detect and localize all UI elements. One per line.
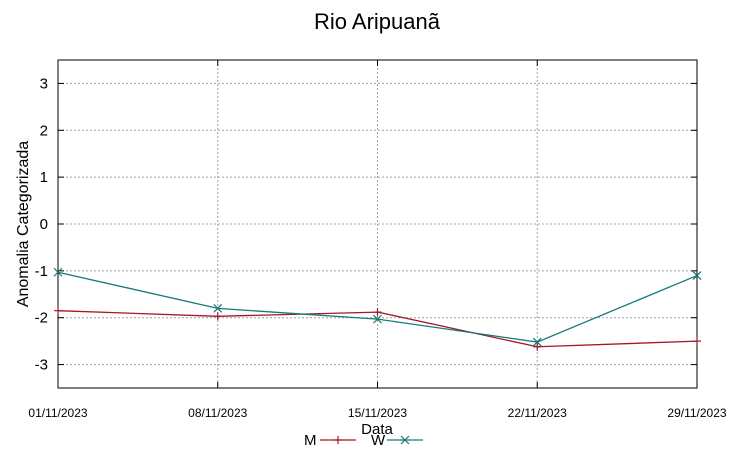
y-tick-label: 0 [40,216,48,233]
legend-label: W [371,432,386,449]
x-axis-label: Data [361,421,393,438]
chart-title: Rio Aripuanã [314,9,441,34]
x-tick-label: 22/11/2023 [508,406,567,420]
series-point [692,271,702,280]
y-tick-label: -1 [35,263,48,280]
y-tick-label: 2 [40,122,48,139]
grid-lines [58,60,697,388]
series-point [693,337,701,346]
series-point [373,314,382,324]
x-tick-label: 29/11/2023 [667,406,726,420]
series-point [532,337,542,347]
series-point [400,435,410,445]
legend-label: M [304,432,317,449]
series-point [213,303,223,313]
y-tick-label: -3 [35,357,48,374]
series-point [53,267,63,277]
series-point [334,436,342,444]
series-point [213,312,222,321]
x-tick-label: 01/11/2023 [28,406,87,420]
series-line [57,271,698,343]
x-tick-label: 15/11/2023 [348,406,407,420]
y-tick-label: 1 [40,169,48,186]
y-tick-label: 3 [40,75,48,92]
series-point [533,342,542,351]
y-axis-label: Anomalia Categorizada [15,141,32,307]
series-point [54,306,62,315]
y-tick-label: -2 [35,310,48,327]
series-layer [53,267,702,351]
series-point [373,308,382,317]
axis-ticks: 3 2 1 0 -1 -2 -3 01/11/2023 08/11/2023 15/11/2023… [28,60,727,420]
x-tick-label: 08/11/2023 [188,406,247,420]
